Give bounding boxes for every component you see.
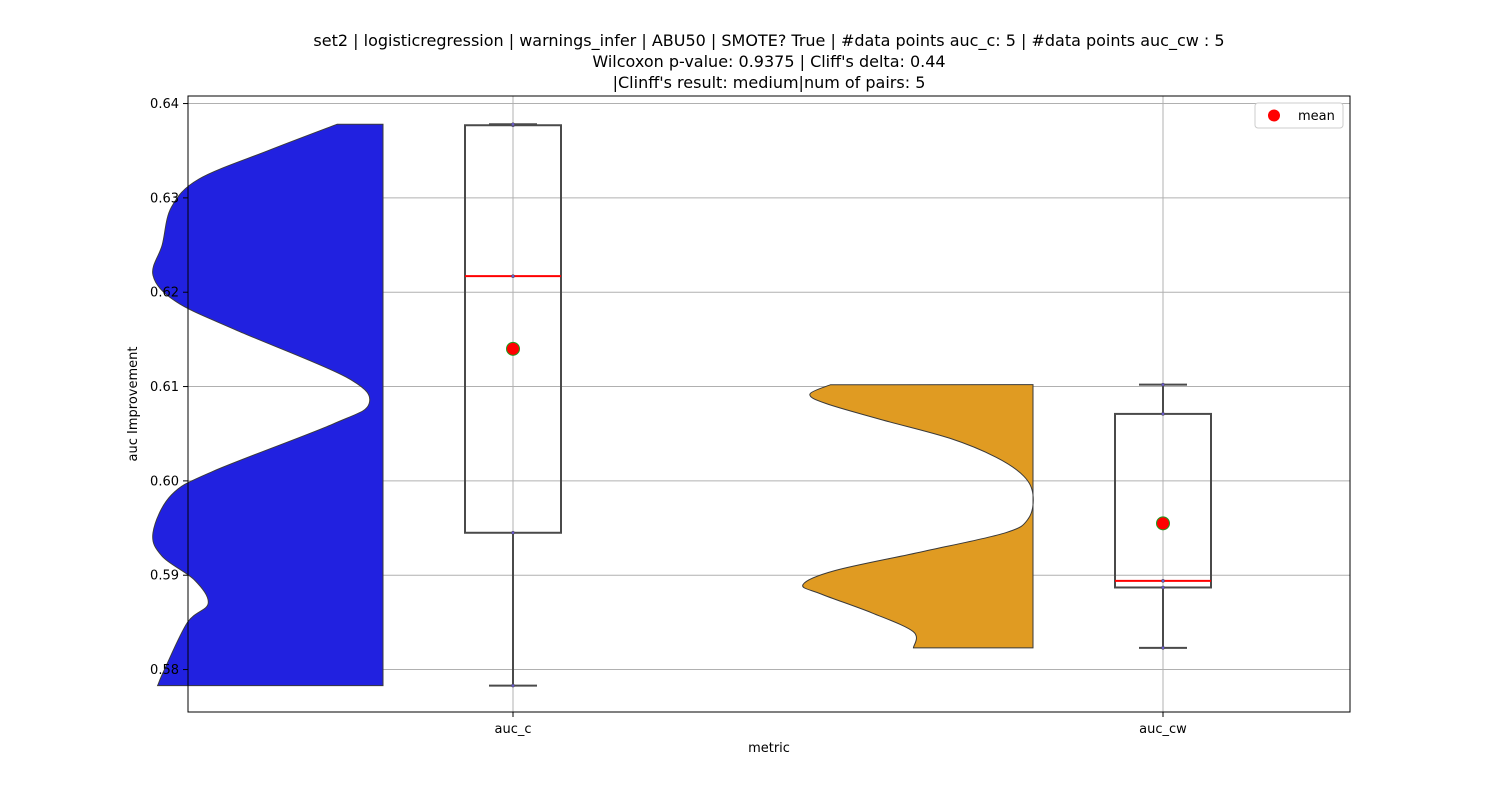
data-point-auc_cw	[1161, 579, 1165, 583]
data-point-auc_c	[511, 274, 515, 279]
title-line-1: set2 | logisticregression | warnings_inf…	[313, 31, 1224, 51]
legend-mean-label: mean	[1298, 109, 1335, 124]
violins	[152, 123, 1034, 687]
x-tick-label: auc_c	[494, 722, 531, 737]
data-point-auc_cw	[1161, 646, 1165, 650]
data-point-auc_cw	[1161, 382, 1165, 387]
data-point-auc_c	[511, 530, 515, 535]
data-point-auc_cw	[1161, 412, 1165, 416]
y-axis-ticks: 0.58 0.59 0.60 0.61 0.62 0.63 0.64	[150, 97, 188, 678]
violin-auc_c	[152, 123, 384, 687]
legend-mean-marker	[1268, 109, 1280, 122]
title-line-2: Wilcoxon p-value: 0.9375 | Cliff's delta…	[592, 52, 945, 71]
violin-auc_cw	[802, 384, 1034, 649]
y-axis-label: auc Improvement	[126, 347, 141, 462]
legend: mean	[1254, 102, 1344, 129]
x-axis-label: metric	[748, 741, 790, 756]
x-axis-ticks: auc_c auc_cw	[494, 712, 1187, 737]
mean-marker-auc_cw	[1156, 516, 1170, 531]
mean-marker-auc_c	[506, 341, 520, 356]
y-tick-label: 0.63	[150, 191, 179, 206]
title-line-3: |Clinff's result: medium|num of pairs: 5	[613, 73, 926, 92]
legend-frame	[1254, 102, 1344, 129]
y-tick-label: 0.64	[150, 97, 179, 112]
y-tick-label: 0.60	[150, 474, 179, 489]
y-tick-label: 0.61	[150, 380, 179, 395]
boxplots	[464, 122, 1212, 688]
y-tick-label: 0.59	[150, 569, 179, 584]
data-point-auc_c	[511, 683, 515, 688]
chart-title: set2 | logisticregression | warnings_inf…	[313, 31, 1224, 92]
y-tick-label: 0.58	[150, 663, 179, 678]
mean-markers	[506, 341, 1170, 531]
plot-frame	[187, 95, 1351, 713]
y-tick-label: 0.62	[150, 286, 179, 301]
data-point-auc_c	[511, 122, 515, 127]
data-point-auc_cw	[1161, 585, 1165, 590]
x-tick-label: auc_cw	[1139, 722, 1187, 737]
